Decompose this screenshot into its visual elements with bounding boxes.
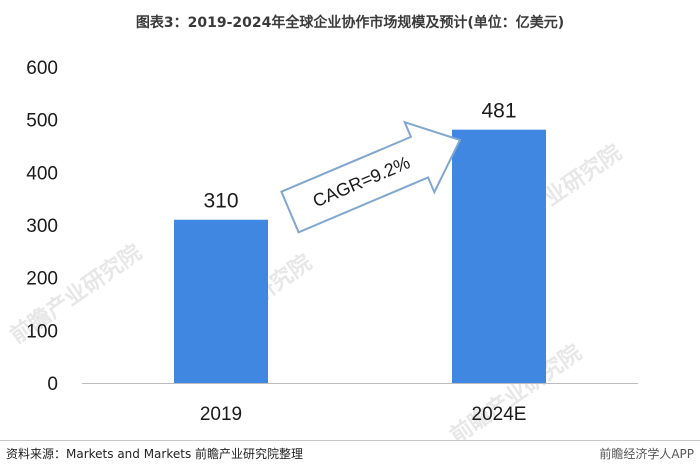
source-note: 资料来源：Markets and Markets 前瞻产业研究院整理 <box>6 447 304 461</box>
footer-divider <box>0 440 700 441</box>
y-tick-label: 600 <box>26 58 58 79</box>
x-tick-label: 2019 <box>200 404 242 425</box>
bar <box>174 219 268 383</box>
cagr-arrow-shape <box>280 120 462 234</box>
y-axis: 0 100 200 300 400 500 600 <box>26 58 58 395</box>
y-tick-label: 300 <box>26 216 58 237</box>
bar-chart: 前瞻产业研究院前瞻产业研究院前瞻产业研究院前瞻产业研究院 01002003004… <box>5 58 638 440</box>
data-label: 310 <box>203 190 238 213</box>
y-tick-label: 100 <box>26 321 58 342</box>
x-tick-label: 2024E <box>472 404 527 425</box>
y-tick-label: 400 <box>26 163 58 184</box>
bars: 310 481 <box>174 100 546 383</box>
brand-label: 前瞻经济学人APP <box>599 447 694 461</box>
y-tick-label: 200 <box>26 269 58 290</box>
cagr-arrow: CAGR=9.2% <box>280 120 462 234</box>
data-label: 481 <box>481 100 516 123</box>
bar <box>452 129 546 383</box>
y-tick-label: 0 <box>47 374 58 395</box>
x-axis: 2019 2024E <box>200 404 527 425</box>
y-tick-label: 500 <box>26 111 58 132</box>
chart-title: 图表3：2019-2024年全球企业协作市场规模及预计(单位：亿美元) <box>135 15 565 31</box>
